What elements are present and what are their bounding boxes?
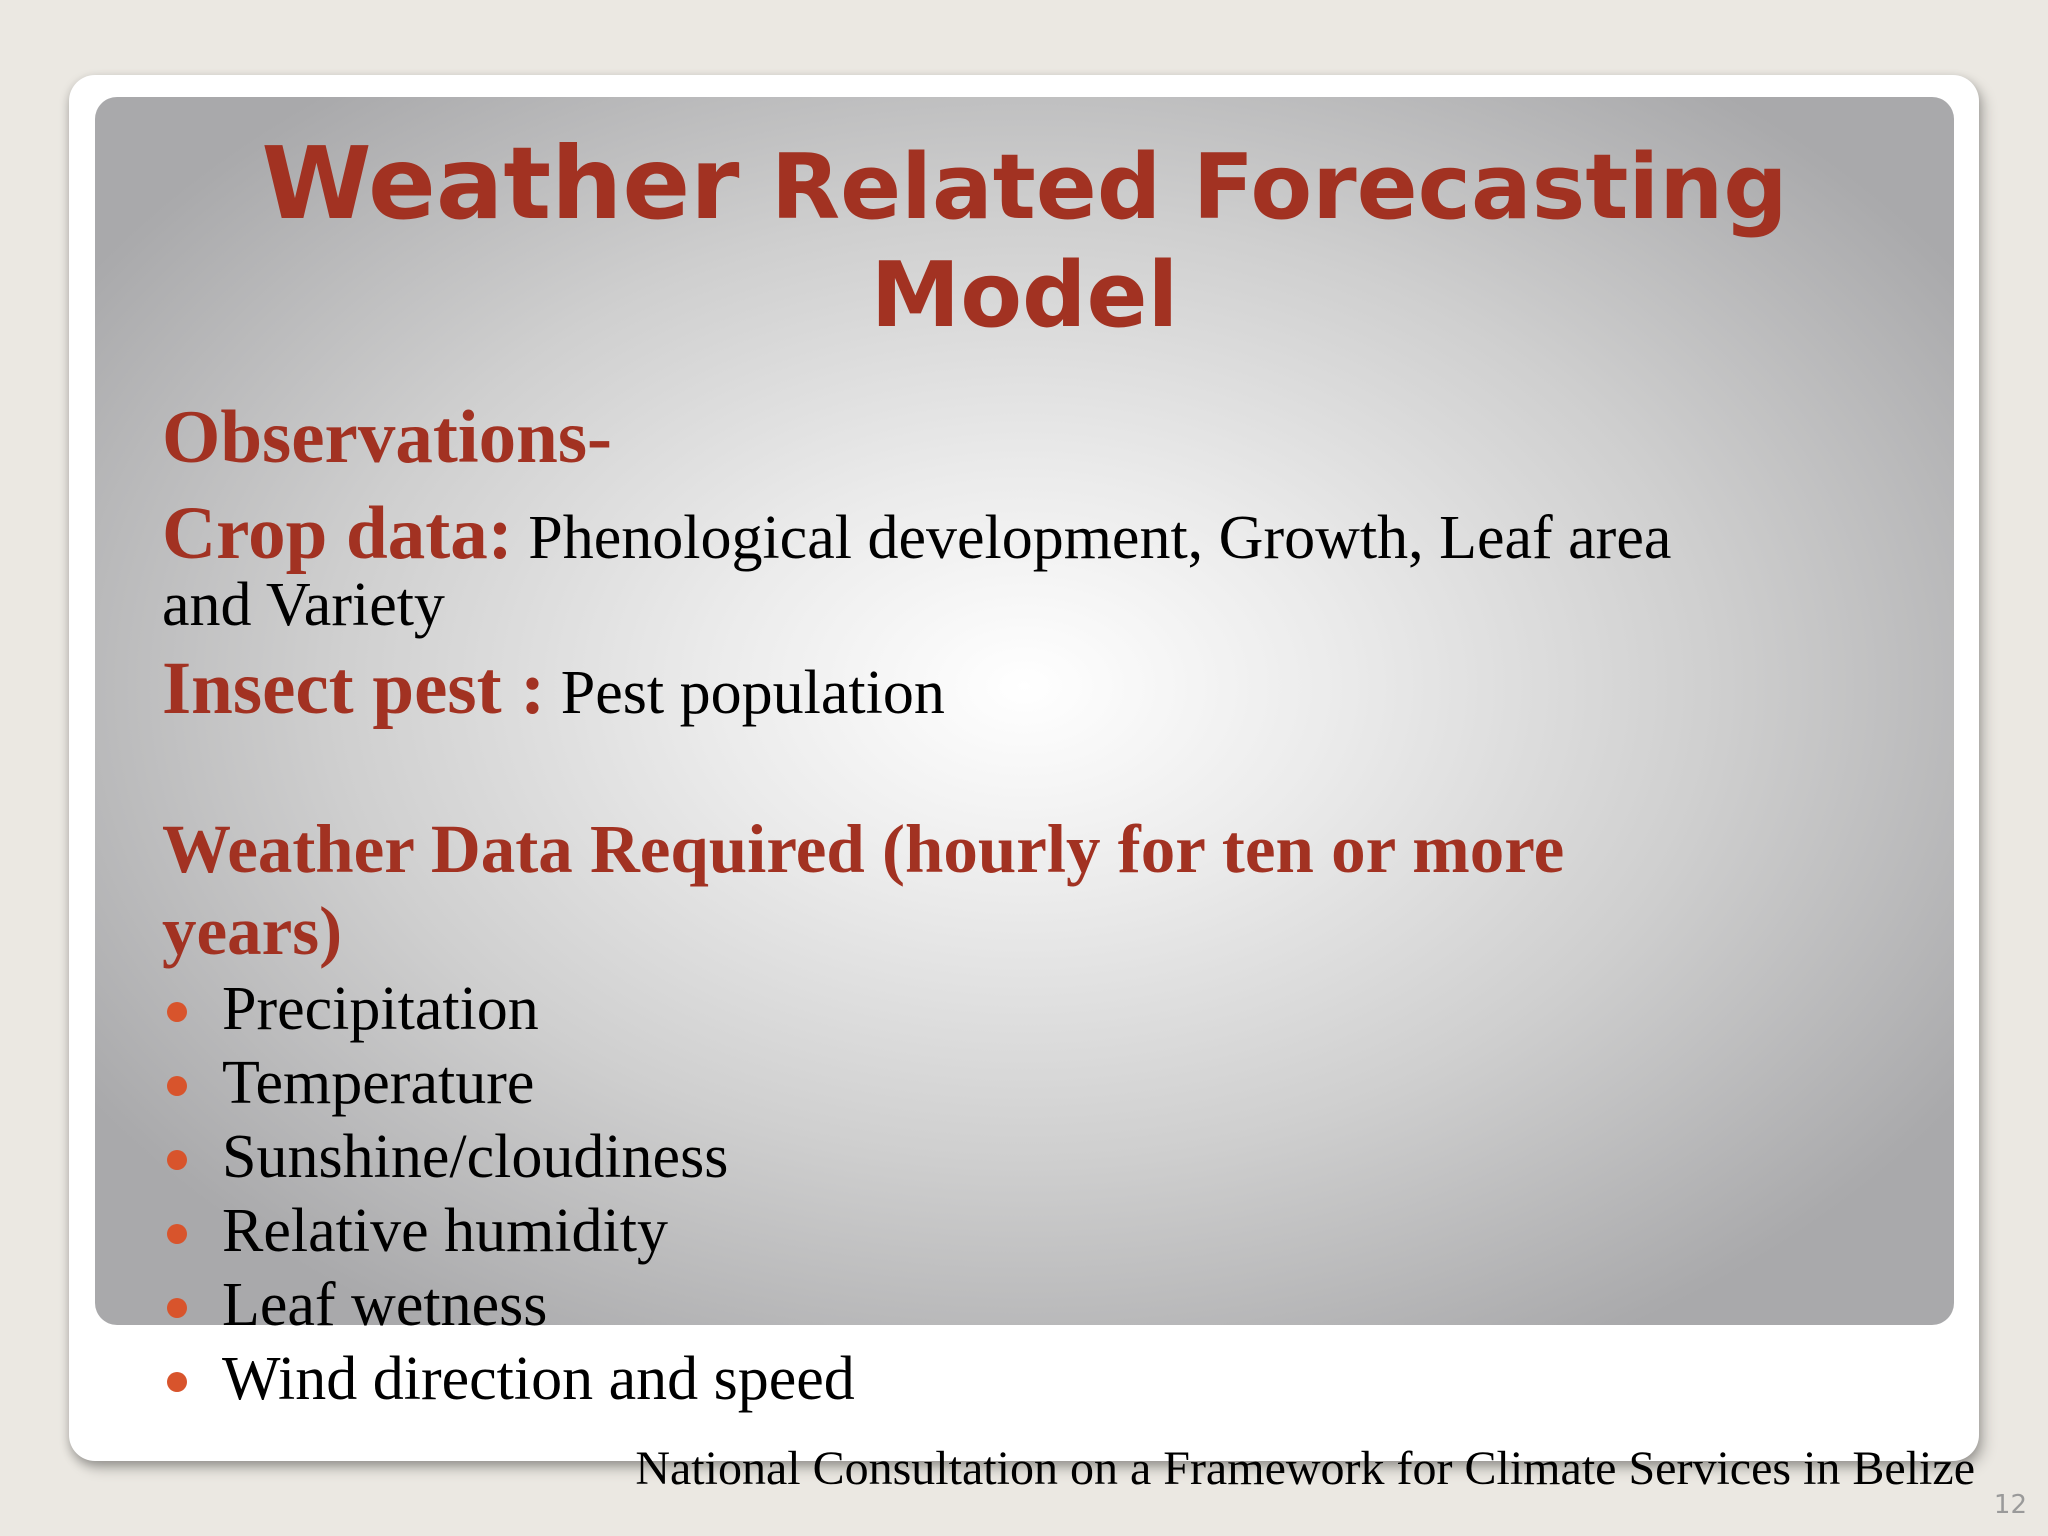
slide-title: Weather Related Forecasting Model — [95, 125, 1954, 349]
slide-title-first-word: Weather — [261, 125, 740, 242]
observations-heading: Observations- — [162, 396, 612, 479]
insect-pest-line: Insect pest : Pest population — [162, 644, 1922, 738]
insect-pest-text: Pest population — [545, 659, 945, 727]
list-item: Precipitation — [162, 972, 1922, 1046]
list-item: Leaf wetness — [162, 1268, 1922, 1342]
weather-data-list: Precipitation Temperature Sunshine/cloud… — [162, 972, 1922, 1416]
list-item: Temperature — [162, 1046, 1922, 1120]
crop-data-label: Crop data: — [162, 492, 513, 575]
list-item: Wind direction and speed — [162, 1342, 1922, 1416]
crop-data-continued: and Variety — [162, 571, 445, 639]
crop-data-line: Crop data: Phenological development, Gro… — [162, 490, 1922, 582]
gradient-panel — [95, 97, 1954, 1325]
list-item: Relative humidity — [162, 1194, 1922, 1268]
slide-title-rest: Related Forecasting Model — [739, 135, 1788, 348]
weather-data-heading: Weather Data Required (hourly for ten or… — [162, 811, 1565, 969]
insect-pest-label: Insect pest : — [162, 647, 546, 730]
list-item: Sunshine/cloudiness — [162, 1120, 1922, 1194]
slide-content: Observations- Crop data: Phenological de… — [162, 388, 1922, 1416]
crop-data-text: Phenological development, Growth, Leaf a… — [512, 504, 1672, 572]
page-number: 12 — [1993, 1490, 2027, 1520]
slide-footer: National Consultation on a Framework for… — [635, 1442, 1975, 1495]
